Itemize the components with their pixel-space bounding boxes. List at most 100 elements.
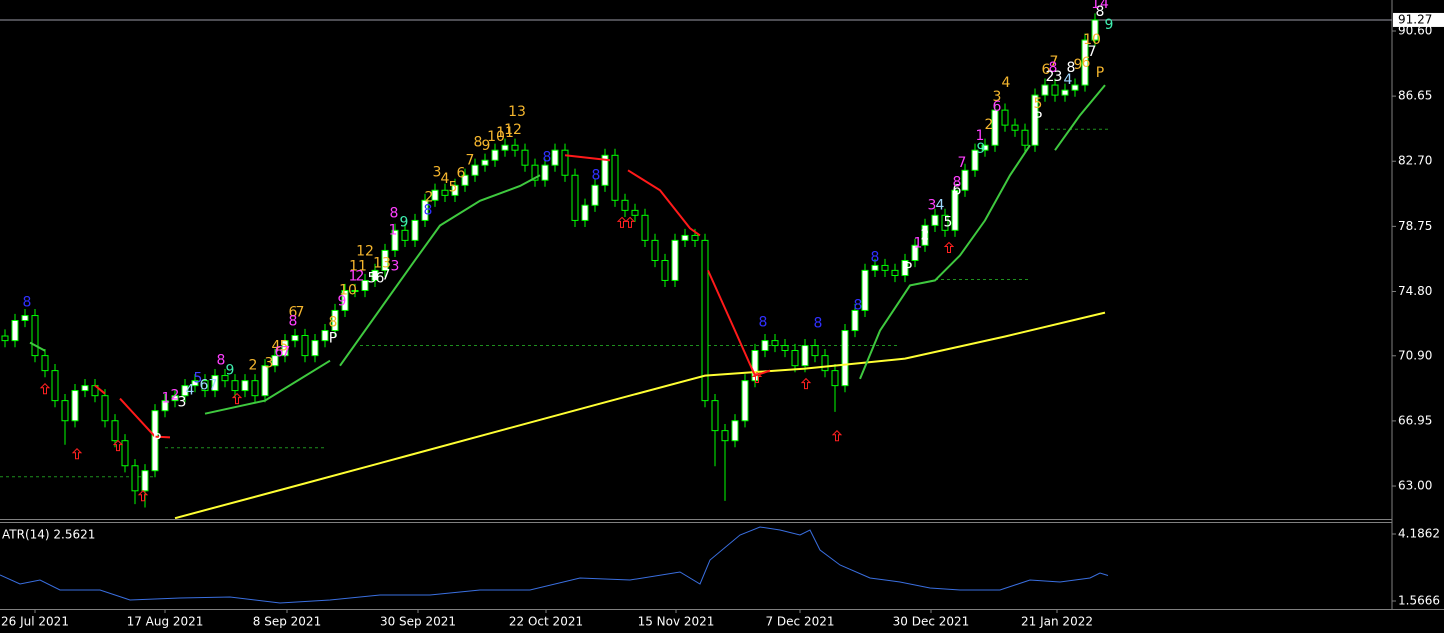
candle-body — [511, 144, 519, 151]
y-tick-label: 90.60 — [1398, 23, 1432, 37]
candle-body — [1, 335, 9, 342]
y-tick-label: 86.65 — [1398, 89, 1432, 103]
y-tick-label: 78.75 — [1398, 219, 1432, 233]
annotation: 1 — [389, 222, 398, 238]
candle-body — [1061, 89, 1069, 96]
annotation: 4 — [936, 197, 945, 213]
annotation: 6 — [1082, 55, 1091, 71]
signal-arrow — [137, 490, 149, 502]
candle-body — [171, 395, 179, 402]
candle-body — [731, 420, 739, 442]
candle-body — [421, 199, 429, 221]
candle-body — [661, 259, 669, 281]
candle-body — [1051, 84, 1059, 96]
annotation: 11 — [496, 125, 514, 141]
candle-body — [181, 385, 189, 397]
x-tick-label: 17 Aug 2021 — [127, 615, 204, 629]
candle-body — [491, 149, 499, 161]
candle-body — [681, 234, 689, 241]
annotation: 2 — [356, 268, 365, 284]
annotation: 4 — [441, 171, 450, 187]
annotation: 8 — [759, 314, 768, 330]
signal-arrow — [943, 241, 955, 253]
candle-body — [881, 264, 889, 271]
candle-body — [561, 149, 569, 176]
annotation: 9 — [400, 214, 409, 230]
annotation: 4 — [186, 383, 195, 399]
annotation: 12 — [504, 122, 522, 138]
candle-body — [551, 149, 559, 166]
y-tick-label: 66.95 — [1398, 413, 1432, 427]
candle-body — [121, 440, 129, 467]
candle-body — [21, 315, 29, 322]
x-tick-label: 26 Jul 2021 — [1, 615, 69, 629]
annotation: 5 — [280, 339, 289, 355]
candle-body — [841, 330, 849, 387]
candle-body — [821, 355, 829, 372]
annotation: 7 — [296, 305, 305, 321]
annotation: 2 — [425, 189, 434, 205]
annotation: 1 — [976, 128, 985, 144]
annotation: 8 — [1096, 4, 1105, 20]
candle-body — [711, 400, 719, 432]
candle-body — [981, 144, 989, 151]
annotation: 8 — [814, 315, 823, 331]
annotation: P — [1034, 110, 1042, 126]
signal-arrow — [231, 392, 243, 405]
annotation: 8 — [1067, 60, 1076, 76]
x-tick-label: 8 Sep 2021 — [253, 615, 321, 629]
annotation: P — [153, 432, 161, 448]
annotation: 8 — [543, 149, 552, 165]
candle-body — [651, 239, 659, 261]
candle-body — [141, 470, 149, 492]
x-tick-label: 22 Oct 2021 — [509, 615, 583, 629]
candle-body — [311, 340, 319, 357]
candle-body — [591, 184, 599, 206]
candle-body — [191, 380, 199, 387]
annotation: 1 — [162, 391, 171, 407]
candle-body — [231, 380, 239, 392]
candle-body — [41, 355, 49, 372]
annotation: 7 — [466, 152, 475, 168]
annotation: 8 — [23, 295, 32, 311]
signal-arrow — [71, 448, 83, 460]
candle-body — [931, 214, 939, 226]
candle-body — [251, 380, 259, 397]
candle-body — [241, 380, 249, 392]
candle-body — [481, 159, 489, 166]
candle-body — [221, 375, 229, 382]
candle-body — [811, 345, 819, 357]
signal-arrow — [624, 216, 636, 228]
annotation: 8 — [289, 313, 298, 329]
annotation: 14 — [1091, 0, 1109, 12]
annotation: 9 — [226, 363, 235, 379]
y-tick-label: 70.90 — [1398, 348, 1432, 362]
candle-body — [81, 385, 89, 392]
candle-body — [291, 335, 299, 342]
candle-body — [411, 219, 419, 241]
annotation: 8 — [217, 353, 226, 369]
annotation: 2 — [985, 117, 994, 133]
candle-body — [621, 199, 629, 211]
signal-arrow — [39, 383, 51, 395]
indicator-line — [29, 84, 1106, 415]
candle-body — [1011, 124, 1019, 131]
candle-body — [361, 279, 369, 291]
annotation: 5 — [1034, 96, 1043, 112]
candle-body — [261, 365, 269, 397]
annotation: 6 — [457, 165, 466, 181]
candle-body — [501, 144, 509, 151]
candle-body — [431, 189, 439, 201]
annotation: 3 — [433, 164, 442, 180]
candle-body — [741, 380, 749, 422]
axes: 90.60 86.65 82.70 78.75 74.80 70.90 66.95 63.00… — [1, 12, 1444, 629]
annotation: 11 — [349, 258, 367, 274]
annotation: 12 — [356, 243, 374, 259]
candle-body — [31, 315, 39, 357]
candle-body — [391, 229, 399, 251]
annotation: 6 — [1042, 62, 1051, 78]
annotation: 4 — [272, 339, 281, 355]
